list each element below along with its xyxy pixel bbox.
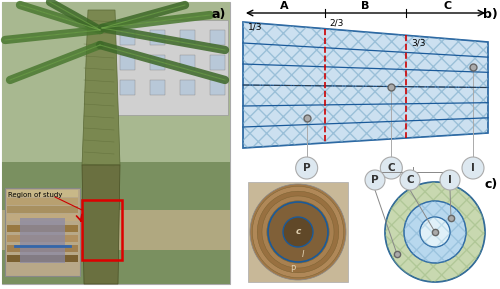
- FancyBboxPatch shape: [248, 182, 348, 282]
- FancyBboxPatch shape: [7, 198, 78, 205]
- Text: P: P: [371, 175, 379, 185]
- Text: Region of study: Region of study: [8, 192, 62, 198]
- FancyBboxPatch shape: [120, 80, 135, 95]
- Circle shape: [440, 170, 460, 190]
- Text: P: P: [290, 266, 296, 275]
- Circle shape: [262, 196, 334, 268]
- FancyBboxPatch shape: [7, 235, 78, 242]
- FancyBboxPatch shape: [150, 30, 165, 45]
- Circle shape: [283, 217, 313, 247]
- FancyBboxPatch shape: [210, 30, 225, 45]
- FancyBboxPatch shape: [150, 55, 165, 70]
- Polygon shape: [82, 10, 120, 165]
- Circle shape: [267, 201, 329, 263]
- FancyBboxPatch shape: [7, 190, 78, 197]
- FancyBboxPatch shape: [120, 55, 135, 70]
- Text: b): b): [483, 8, 498, 21]
- FancyBboxPatch shape: [210, 55, 225, 70]
- Circle shape: [462, 157, 484, 179]
- Text: I: I: [471, 163, 475, 173]
- Text: c: c: [296, 227, 300, 236]
- Circle shape: [404, 201, 466, 263]
- FancyBboxPatch shape: [2, 210, 230, 250]
- FancyBboxPatch shape: [7, 214, 78, 221]
- Text: 1/3: 1/3: [248, 23, 262, 32]
- Circle shape: [296, 157, 318, 179]
- Text: 2/3: 2/3: [330, 19, 344, 28]
- Circle shape: [268, 202, 328, 262]
- FancyBboxPatch shape: [150, 80, 165, 95]
- FancyBboxPatch shape: [180, 80, 195, 95]
- Circle shape: [380, 157, 402, 179]
- Circle shape: [400, 170, 420, 190]
- FancyBboxPatch shape: [20, 218, 65, 263]
- FancyBboxPatch shape: [180, 30, 195, 45]
- Text: P: P: [303, 163, 310, 173]
- FancyBboxPatch shape: [5, 188, 80, 276]
- Text: c): c): [485, 178, 498, 191]
- Text: a): a): [212, 8, 226, 21]
- Circle shape: [257, 191, 339, 273]
- FancyBboxPatch shape: [7, 225, 78, 232]
- Circle shape: [252, 186, 344, 278]
- FancyBboxPatch shape: [2, 2, 230, 162]
- Text: C: C: [443, 1, 451, 11]
- FancyBboxPatch shape: [7, 206, 78, 213]
- Text: I: I: [448, 175, 452, 185]
- FancyBboxPatch shape: [7, 255, 78, 262]
- Text: A: A: [280, 1, 288, 11]
- FancyBboxPatch shape: [180, 55, 195, 70]
- Text: B: B: [362, 1, 370, 11]
- Circle shape: [420, 217, 450, 247]
- Circle shape: [250, 184, 346, 280]
- Circle shape: [385, 182, 485, 282]
- FancyBboxPatch shape: [2, 2, 230, 284]
- FancyBboxPatch shape: [210, 80, 225, 95]
- Circle shape: [365, 170, 385, 190]
- FancyBboxPatch shape: [120, 30, 135, 45]
- Text: 3/3: 3/3: [412, 38, 426, 47]
- Polygon shape: [82, 165, 120, 284]
- Text: C: C: [406, 175, 414, 185]
- Text: I: I: [302, 250, 304, 259]
- Polygon shape: [243, 22, 488, 148]
- FancyBboxPatch shape: [2, 162, 230, 284]
- Text: C: C: [388, 163, 395, 173]
- FancyBboxPatch shape: [7, 245, 78, 252]
- FancyBboxPatch shape: [110, 20, 228, 115]
